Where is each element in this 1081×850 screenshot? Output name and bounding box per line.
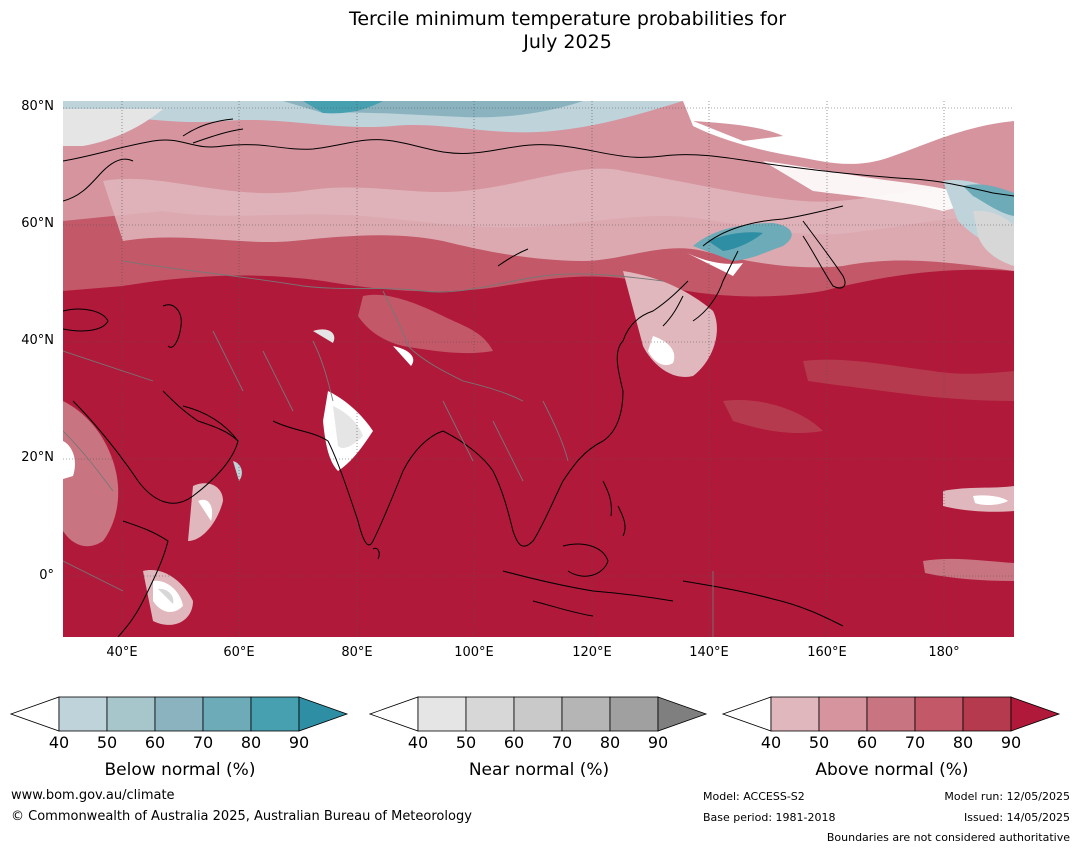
colorbar-tick: 90 bbox=[288, 733, 310, 752]
colorbar-tick: 90 bbox=[647, 733, 669, 752]
map-region bbox=[103, 168, 1014, 271]
lat-label-80n: 80°N bbox=[21, 99, 54, 114]
map-title: Tercile minimum temperature probabilitie… bbox=[0, 8, 1081, 54]
colorbar-tick: 80 bbox=[952, 733, 974, 752]
copyright-text: © Commonwealth of Australia 2025, Austra… bbox=[11, 809, 472, 824]
lon-label-120e: 120°E bbox=[572, 645, 612, 660]
disclaimer-text: Boundaries are not considered authoritat… bbox=[826, 831, 1070, 844]
map-region bbox=[158, 588, 174, 604]
colorbar-swatch bbox=[154, 696, 204, 732]
colorbar-above-normal: 40 50 60 70 80 90 Above normal (%) bbox=[721, 696, 1062, 780]
country-boundaries bbox=[63, 260, 714, 637]
colorbar-swatch bbox=[657, 696, 708, 732]
lon-label-140e: 140°E bbox=[689, 645, 729, 660]
map-region bbox=[923, 558, 1014, 581]
map-region bbox=[963, 184, 1014, 216]
map-region bbox=[708, 232, 763, 251]
colorbar-tick: 50 bbox=[808, 733, 830, 752]
map-region bbox=[393, 346, 414, 366]
colorbar-tick: 90 bbox=[1000, 733, 1022, 752]
colorbar-tick: 60 bbox=[856, 733, 878, 752]
colorbar-tick: 70 bbox=[904, 733, 926, 752]
map-region bbox=[63, 441, 75, 479]
map-region bbox=[333, 406, 363, 448]
map-region bbox=[313, 329, 335, 343]
colorbar-tick: 50 bbox=[96, 733, 118, 752]
colorbar-tick: 70 bbox=[551, 733, 573, 752]
lat-label-20n: 20°N bbox=[21, 450, 54, 465]
map-region bbox=[303, 101, 383, 114]
colorbar-tick: 80 bbox=[599, 733, 621, 752]
colorbar-tick: 40 bbox=[407, 733, 429, 752]
colorbar-swatch bbox=[818, 696, 868, 732]
lat-label-40n: 40°N bbox=[21, 333, 54, 348]
lon-label-180: 180° bbox=[928, 645, 960, 660]
colorbar-tick: 60 bbox=[144, 733, 166, 752]
lon-label-60e: 60°E bbox=[223, 645, 255, 660]
colorbar-swatch bbox=[9, 696, 60, 732]
map-region bbox=[63, 109, 163, 146]
lon-label-40e: 40°E bbox=[106, 645, 138, 660]
colorbar-swatch bbox=[770, 696, 820, 732]
map-region bbox=[683, 101, 1014, 164]
colorbar-swatch bbox=[721, 696, 772, 732]
map-region bbox=[973, 495, 1008, 506]
colorbar-tick: 80 bbox=[240, 733, 262, 752]
base-period-text: Base period: 1981-2018 bbox=[703, 811, 836, 824]
colorbar-tick: 60 bbox=[503, 733, 525, 752]
colorbar-near-swatches bbox=[368, 696, 708, 732]
title-line-2: July 2025 bbox=[523, 31, 612, 53]
map-region bbox=[63, 401, 119, 547]
lat-label-60n: 60°N bbox=[21, 216, 54, 231]
colorbar-swatch bbox=[417, 696, 467, 732]
map-region bbox=[683, 251, 743, 276]
website-link[interactable]: www.bom.gov.au/climate bbox=[11, 788, 175, 803]
colorbar-above-swatches bbox=[721, 696, 1061, 732]
colorbar-near-normal: 40 50 60 70 80 90 Near normal (%) bbox=[368, 696, 709, 780]
map-region bbox=[648, 336, 675, 366]
colorbar-tick: 40 bbox=[760, 733, 782, 752]
map-region bbox=[693, 121, 783, 141]
map-region bbox=[723, 400, 823, 433]
issued-text: Issued: 14/05/2025 bbox=[963, 811, 1070, 824]
colorbar-swatch bbox=[1010, 696, 1061, 732]
colorbar-swatch bbox=[513, 696, 563, 732]
colorbar-swatch bbox=[106, 696, 156, 732]
colorbar-tick: 40 bbox=[48, 733, 70, 752]
title-line-1: Tercile minimum temperature probabilitie… bbox=[348, 8, 787, 30]
colorbar-label-below: Below normal (%) bbox=[104, 760, 256, 780]
colorbar-swatch bbox=[202, 696, 252, 732]
map-region bbox=[198, 499, 213, 521]
lon-label-160e: 160°E bbox=[807, 645, 847, 660]
graticule bbox=[63, 101, 1014, 637]
coastlines bbox=[63, 118, 1014, 637]
lon-label-80e: 80°E bbox=[341, 645, 373, 660]
colorbar-swatch bbox=[465, 696, 515, 732]
colorbar-swatch bbox=[914, 696, 964, 732]
colorbar-tick: 70 bbox=[192, 733, 214, 752]
probability-map bbox=[63, 101, 1014, 637]
map-region bbox=[803, 359, 1014, 401]
colorbar-below-normal: 40 50 60 70 80 90 Below normal (%) bbox=[9, 696, 350, 780]
map-region bbox=[973, 210, 1014, 266]
map-region bbox=[623, 271, 717, 377]
colorbar-tick: 50 bbox=[455, 733, 477, 752]
colorbar-label-near: Near normal (%) bbox=[468, 760, 610, 780]
colorbar-swatch bbox=[298, 696, 349, 732]
colorbar-below-swatches bbox=[9, 696, 349, 732]
colorbar-label-above: Above normal (%) bbox=[815, 760, 969, 780]
colorbar-swatch bbox=[58, 696, 108, 732]
colorbar-swatch bbox=[866, 696, 916, 732]
lat-label-0: 0° bbox=[39, 568, 54, 583]
model-run-text: Model run: 12/05/2025 bbox=[944, 790, 1070, 803]
lon-label-100e: 100°E bbox=[454, 645, 494, 660]
colorbar-swatch bbox=[962, 696, 1012, 732]
map-region bbox=[233, 461, 242, 481]
colorbar-swatch bbox=[609, 696, 659, 732]
colorbar-swatch bbox=[368, 696, 419, 732]
map-region bbox=[763, 161, 983, 211]
colorbar-swatch bbox=[250, 696, 300, 732]
colorbar-swatch bbox=[561, 696, 611, 732]
model-text: Model: ACCESS-S2 bbox=[703, 790, 805, 803]
